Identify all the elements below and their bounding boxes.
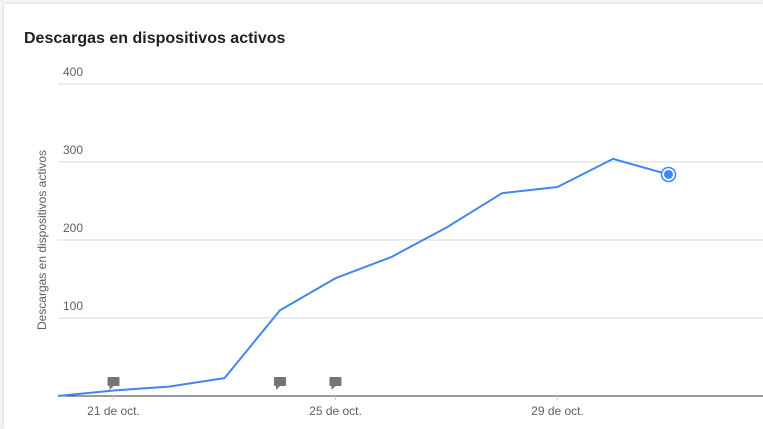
series-line	[57, 157, 669, 397]
annotation-flags	[107, 377, 342, 390]
comment-flag-icon[interactable]	[107, 377, 120, 390]
y-axis-label: Descargas en dispositivos activos	[35, 150, 49, 330]
x-tick-label: 29 de oct.	[531, 404, 584, 418]
chart-title: Descargas en dispositivos activos	[24, 30, 286, 47]
y-tick-label: 300	[63, 143, 83, 157]
x-tick-labels: 21 de oct. 25 de oct. 29 de oct.	[87, 396, 584, 418]
x-tick-label: 21 de oct.	[87, 404, 140, 418]
x-tick-label: 25 de oct.	[309, 404, 362, 418]
y-tick-label: 100	[63, 299, 83, 313]
series-layer	[57, 157, 677, 397]
y-tick-labels: 100 200 300 400	[63, 65, 83, 313]
highlighted-point[interactable]	[664, 169, 673, 179]
y-tick-label: 400	[63, 65, 83, 79]
comment-flag-icon[interactable]	[329, 377, 342, 390]
comment-flag-icon[interactable]	[274, 377, 286, 390]
chart-card: Descargas en dispositivos activos	[4, 4, 763, 429]
gridlines	[58, 83, 763, 397]
y-tick-label: 200	[63, 221, 83, 235]
